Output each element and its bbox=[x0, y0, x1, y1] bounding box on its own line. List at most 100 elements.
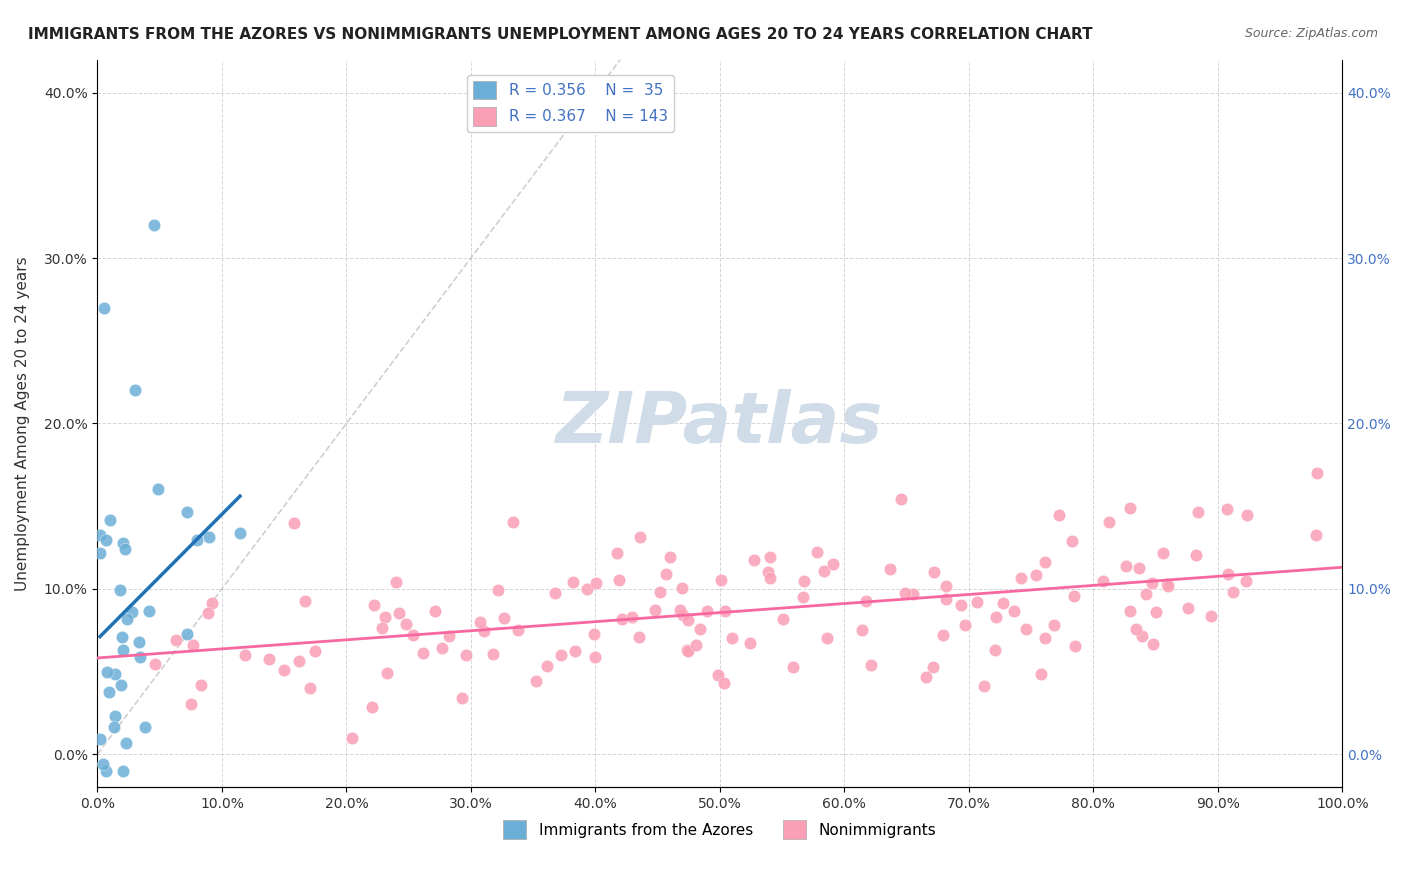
Point bbox=[104, 666, 127, 681]
Point bbox=[986, 610, 1008, 624]
Point bbox=[1091, 574, 1114, 589]
Point bbox=[915, 670, 938, 684]
Point bbox=[821, 557, 844, 571]
Point bbox=[793, 574, 815, 588]
Point bbox=[1047, 508, 1070, 523]
Point bbox=[142, 218, 165, 232]
Point bbox=[412, 646, 434, 660]
Point bbox=[609, 573, 631, 587]
Point bbox=[283, 516, 305, 530]
Point bbox=[1033, 556, 1056, 570]
Point bbox=[371, 621, 394, 635]
Point bbox=[342, 731, 364, 745]
Point bbox=[984, 642, 1007, 657]
Point bbox=[502, 515, 524, 529]
Y-axis label: Unemployment Among Ages 20 to 24 years: Unemployment Among Ages 20 to 24 years bbox=[15, 256, 30, 591]
Point bbox=[1144, 606, 1167, 620]
Point bbox=[299, 681, 322, 695]
Point bbox=[671, 607, 693, 622]
Text: ZIPatlas: ZIPatlas bbox=[557, 389, 883, 458]
Point bbox=[1305, 528, 1327, 542]
Point bbox=[98, 513, 121, 527]
Point bbox=[385, 574, 408, 589]
Point bbox=[813, 564, 835, 578]
Point bbox=[96, 764, 118, 778]
Point bbox=[374, 610, 396, 624]
Point bbox=[627, 630, 650, 644]
Point bbox=[1024, 568, 1046, 582]
Point bbox=[721, 631, 744, 645]
Point bbox=[706, 668, 728, 682]
Point bbox=[1216, 502, 1239, 516]
Point bbox=[108, 583, 131, 598]
Point bbox=[402, 627, 425, 641]
Point bbox=[1010, 571, 1032, 585]
Point bbox=[472, 624, 495, 638]
Point bbox=[363, 599, 385, 613]
Point bbox=[143, 657, 166, 671]
Point bbox=[186, 533, 208, 547]
Point bbox=[181, 638, 204, 652]
Point bbox=[628, 530, 651, 544]
Point bbox=[564, 644, 586, 658]
Point bbox=[134, 720, 156, 734]
Point bbox=[129, 649, 152, 664]
Point bbox=[508, 623, 530, 637]
Point bbox=[486, 583, 509, 598]
Point bbox=[1234, 574, 1257, 588]
Point bbox=[893, 586, 915, 600]
Point bbox=[1118, 604, 1140, 618]
Point bbox=[740, 636, 762, 650]
Point bbox=[1063, 589, 1085, 603]
Point bbox=[1043, 618, 1066, 632]
Point bbox=[1029, 666, 1052, 681]
Point bbox=[932, 628, 955, 642]
Point bbox=[388, 606, 411, 620]
Point bbox=[621, 610, 644, 624]
Point bbox=[450, 691, 472, 706]
Point bbox=[610, 612, 633, 626]
Point bbox=[655, 567, 678, 582]
Point bbox=[1125, 622, 1147, 636]
Point bbox=[561, 574, 583, 589]
Point bbox=[851, 623, 873, 637]
Point bbox=[1152, 546, 1174, 560]
Point bbox=[96, 665, 118, 679]
Point bbox=[128, 635, 150, 649]
Point bbox=[742, 552, 765, 566]
Point bbox=[544, 586, 567, 600]
Point bbox=[114, 541, 136, 556]
Point bbox=[710, 573, 733, 587]
Point bbox=[689, 622, 711, 636]
Point bbox=[685, 638, 707, 652]
Point bbox=[110, 678, 132, 692]
Point bbox=[1156, 579, 1178, 593]
Point bbox=[395, 617, 418, 632]
Point bbox=[991, 595, 1014, 609]
Point bbox=[294, 594, 316, 608]
Point bbox=[492, 611, 515, 625]
Point bbox=[112, 764, 135, 778]
Point bbox=[468, 615, 491, 630]
Point bbox=[1306, 466, 1329, 480]
Point bbox=[437, 629, 460, 643]
Point bbox=[524, 673, 547, 688]
Point bbox=[1201, 608, 1223, 623]
Point bbox=[425, 603, 447, 617]
Point bbox=[1187, 505, 1209, 519]
Point bbox=[115, 736, 138, 750]
Point bbox=[855, 594, 877, 608]
Point bbox=[377, 665, 399, 680]
Point bbox=[953, 618, 976, 632]
Point bbox=[1060, 533, 1083, 548]
Point bbox=[675, 643, 697, 657]
Point bbox=[89, 732, 111, 747]
Point bbox=[782, 659, 804, 673]
Point bbox=[536, 658, 558, 673]
Point bbox=[138, 604, 160, 618]
Point bbox=[115, 611, 138, 625]
Point bbox=[1140, 576, 1163, 591]
Point bbox=[111, 642, 134, 657]
Point bbox=[111, 630, 134, 644]
Point bbox=[89, 546, 111, 560]
